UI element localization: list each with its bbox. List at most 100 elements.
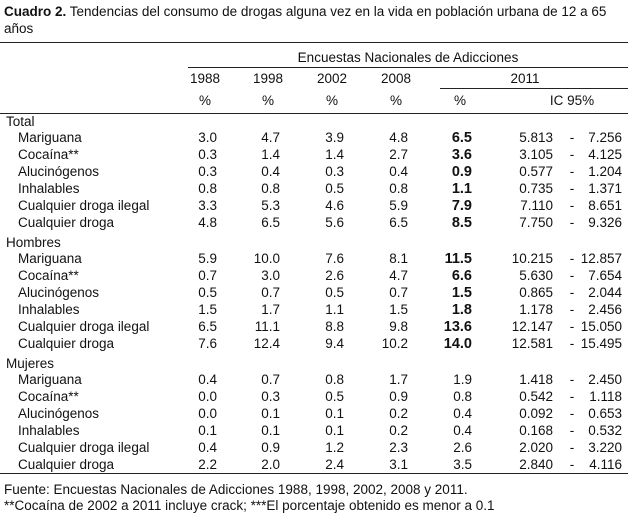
ci-high: 7.256 <box>588 130 622 145</box>
unit-header: % <box>325 93 339 108</box>
cell: 0.7 <box>198 268 217 283</box>
ci-high: 2.044 <box>588 285 622 300</box>
cell: 1.2 <box>325 440 344 455</box>
ci-high: 15.050 <box>580 319 622 334</box>
cell: 2.7 <box>389 147 408 162</box>
cell: 2.3 <box>389 440 408 455</box>
row-label: Alucinógenos <box>18 285 100 300</box>
title: Cuadro 2. Tendencias del consumo de drog… <box>4 3 624 37</box>
row-label: Cocaína** <box>18 389 79 404</box>
row-label: Inhalables <box>18 181 80 196</box>
row-label: Cualquier droga <box>18 215 115 230</box>
row-label: Mariguana <box>18 251 82 266</box>
unit-header: % <box>198 93 212 108</box>
ci-low: 10.215 <box>511 251 553 266</box>
cell: 0.3 <box>198 147 217 162</box>
cell: 1.1 <box>325 302 344 317</box>
cell: 11.5 <box>444 251 472 267</box>
cell: 8.1 <box>389 251 408 266</box>
cell: 0.3 <box>198 164 217 179</box>
ci-high: 0.532 <box>588 423 622 438</box>
title-label: Cuadro 2. <box>4 4 67 19</box>
cell: 5.9 <box>389 198 408 213</box>
cell: 0.8 <box>261 181 280 196</box>
cell: 2.6 <box>325 268 344 283</box>
ci-low: 2.840 <box>519 457 553 472</box>
cell: 1.7 <box>389 372 408 387</box>
row-label: Cualquier droga ilegal <box>18 319 150 334</box>
ci-low: 5.630 <box>519 268 553 283</box>
cell: 1.4 <box>261 147 280 162</box>
bottom-rule <box>0 473 628 474</box>
cell: 8.5 <box>451 215 472 231</box>
cell: 2.6 <box>453 440 472 455</box>
ci-separator: - <box>569 181 575 196</box>
cell: 2.2 <box>198 457 217 472</box>
cell: 0.7 <box>261 372 280 387</box>
unit-header: % <box>389 93 403 108</box>
cell: 11.1 <box>254 319 280 334</box>
cell: 0.4 <box>261 164 280 179</box>
cell: 3.1 <box>389 457 408 472</box>
cell: 4.7 <box>261 130 280 145</box>
ci-separator: - <box>569 389 575 404</box>
ci-low: 3.105 <box>519 147 553 162</box>
ci-separator: - <box>569 285 575 300</box>
cell: 1.4 <box>325 147 344 162</box>
cell: 2.4 <box>325 457 344 472</box>
ci-low: 0.735 <box>519 181 553 196</box>
ci-separator: - <box>569 251 575 266</box>
group-header: Encuestas Nacionales de Adicciones <box>297 50 519 65</box>
cell: 0.4 <box>389 164 408 179</box>
ci-high: 3.220 <box>588 440 622 455</box>
ci-low: 1.418 <box>519 372 553 387</box>
cell: 7.6 <box>325 251 344 266</box>
ci-high: 2.450 <box>588 372 622 387</box>
row-label: Inhalables <box>18 302 80 317</box>
row-label: Cocaína** <box>18 268 79 283</box>
section-name: Hombres <box>6 235 61 250</box>
row-label: Cualquier droga ilegal <box>18 198 150 213</box>
cell: 0.2 <box>389 423 408 438</box>
cell: 4.7 <box>389 268 408 283</box>
cell: 0.7 <box>261 285 280 300</box>
row-label: Alucinógenos <box>18 406 100 421</box>
row-label: Mariguana <box>18 372 82 387</box>
top-rule <box>0 42 628 43</box>
cell: 0.1 <box>325 406 344 421</box>
footnote: **Cocaína de 2002 a 2011 incluye crack; … <box>4 498 495 513</box>
cell: 3.0 <box>198 130 217 145</box>
cell: 0.3 <box>325 164 344 179</box>
cell: 6.5 <box>451 130 472 146</box>
group-rule <box>188 67 628 68</box>
cell: 0.1 <box>198 423 217 438</box>
ci-separator: - <box>569 302 575 317</box>
cell: 1.9 <box>453 372 472 387</box>
cell: 4.8 <box>389 130 408 145</box>
year-header: 2002 <box>316 71 348 86</box>
cell: 0.5 <box>325 389 344 404</box>
ci-low: 2.020 <box>519 440 553 455</box>
cell: 4.6 <box>325 198 344 213</box>
cell: 0.5 <box>325 181 344 196</box>
ci-low: 7.750 <box>519 215 553 230</box>
row-label: Alucinógenos <box>18 164 100 179</box>
cell: 9.8 <box>389 319 408 334</box>
cell: 0.8 <box>453 389 472 404</box>
cell: 6.5 <box>389 215 408 230</box>
cell: 12.4 <box>253 336 280 351</box>
cell: 0.1 <box>261 406 280 421</box>
ci-high: 4.125 <box>588 147 622 162</box>
section-name: Mujeres <box>6 356 55 371</box>
ci-separator: - <box>569 198 575 213</box>
cell: 10.2 <box>381 336 408 351</box>
ci-high: 15.495 <box>580 336 622 351</box>
row-label: Cocaína** <box>18 147 79 162</box>
cell: 0.5 <box>325 285 344 300</box>
cell: 0.9 <box>389 389 408 404</box>
cell: 0.7 <box>389 285 408 300</box>
ci-high: 1.204 <box>588 164 622 179</box>
cell: 13.6 <box>443 319 472 335</box>
ci-low: 0.168 <box>519 423 553 438</box>
